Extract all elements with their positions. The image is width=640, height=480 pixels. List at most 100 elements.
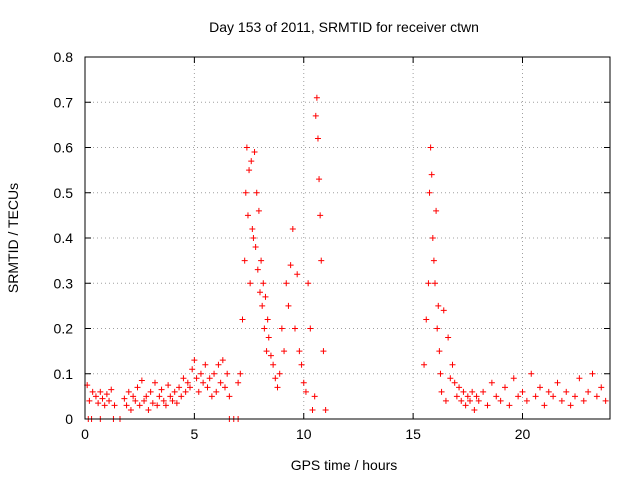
- x-tick-label: 20: [515, 426, 531, 442]
- data-point: [211, 370, 218, 377]
- data-point: [215, 361, 222, 368]
- data-point: [244, 212, 251, 219]
- data-point: [111, 402, 118, 409]
- data-point: [123, 402, 130, 409]
- data-point: [309, 406, 316, 413]
- data-point: [86, 397, 93, 404]
- data-point: [262, 293, 269, 300]
- data-point: [488, 379, 495, 386]
- data-point: [285, 302, 292, 309]
- data-point: [576, 375, 583, 382]
- data-point: [456, 384, 463, 391]
- data-point: [132, 397, 139, 404]
- data-point: [497, 397, 504, 404]
- data-point: [314, 135, 321, 142]
- data-point: [598, 384, 605, 391]
- y-tick-label: 0.5: [54, 185, 74, 201]
- data-point: [195, 388, 202, 395]
- data-point: [143, 393, 150, 400]
- data-point: [602, 397, 609, 404]
- data-point: [145, 406, 152, 413]
- data-point: [251, 149, 258, 156]
- data-point: [458, 397, 465, 404]
- data-point: [287, 262, 294, 269]
- data-point: [250, 235, 257, 241]
- data-point: [224, 370, 231, 377]
- data-point: [191, 357, 198, 364]
- x-tick-label: 5: [190, 426, 198, 442]
- y-tick-label: 0.6: [54, 140, 74, 156]
- data-point: [160, 397, 167, 404]
- data-point: [545, 388, 552, 395]
- data-point: [254, 266, 261, 273]
- data-point: [108, 386, 115, 393]
- data-point: [184, 379, 191, 386]
- data-point: [585, 388, 592, 395]
- data-point: [138, 377, 145, 384]
- data-point: [502, 384, 508, 391]
- data-point: [173, 400, 180, 407]
- data-point: [541, 402, 548, 409]
- data-point: [281, 348, 288, 355]
- data-point: [460, 388, 467, 395]
- data-point: [182, 388, 189, 395]
- data-point: [154, 402, 161, 409]
- data-point: [243, 144, 250, 151]
- chart-title: Day 153 of 2011, SRMTID for receiver ctw…: [209, 19, 479, 35]
- data-point: [480, 388, 487, 395]
- data-point: [471, 406, 478, 413]
- data-point: [429, 235, 436, 241]
- data-point: [318, 257, 325, 264]
- data-point: [106, 397, 113, 404]
- y-tick-label: 0.3: [54, 275, 74, 291]
- data-point: [248, 158, 255, 165]
- data-point: [572, 393, 578, 400]
- data-point: [247, 280, 254, 287]
- data-point: [178, 393, 185, 400]
- data-point: [320, 348, 327, 355]
- data-point: [432, 280, 438, 287]
- data-point: [532, 393, 539, 400]
- x-tick-label: 15: [405, 426, 421, 442]
- data-point: [176, 384, 183, 391]
- y-tick-label: 0: [65, 411, 73, 427]
- data-point: [506, 402, 513, 409]
- data-point: [451, 379, 458, 386]
- data-point: [141, 397, 148, 404]
- data-point: [246, 167, 253, 174]
- data-point: [283, 280, 290, 287]
- data-point: [235, 379, 242, 386]
- data-point: [449, 361, 456, 368]
- data-point: [208, 393, 215, 400]
- data-point: [493, 393, 500, 400]
- data-point: [426, 189, 433, 196]
- data-point: [252, 244, 259, 251]
- y-axis-label: SRMTID / TECUs: [5, 183, 21, 293]
- data-point: [515, 393, 522, 400]
- x-tick-label: 0: [81, 426, 89, 442]
- data-point: [270, 361, 277, 368]
- data-point: [95, 400, 102, 407]
- data-point: [317, 212, 324, 219]
- data-point: [447, 375, 454, 382]
- data-point: [276, 370, 283, 377]
- data-point: [435, 302, 442, 309]
- data-point: [226, 393, 233, 400]
- data-point: [237, 370, 244, 377]
- data-point: [589, 370, 596, 377]
- data-point: [274, 384, 281, 391]
- y-tick-label: 0.8: [54, 49, 74, 65]
- data-point: [292, 325, 298, 332]
- data-point: [423, 316, 430, 323]
- data-point: [434, 325, 441, 332]
- data-point: [550, 393, 557, 400]
- data-point: [519, 388, 526, 395]
- data-point: [255, 207, 262, 214]
- data-point: [427, 144, 434, 151]
- data-point: [580, 397, 587, 404]
- data-point: [162, 402, 169, 409]
- y-tick-label: 0.7: [54, 94, 74, 110]
- data-point: [265, 334, 272, 341]
- data-point: [554, 379, 561, 386]
